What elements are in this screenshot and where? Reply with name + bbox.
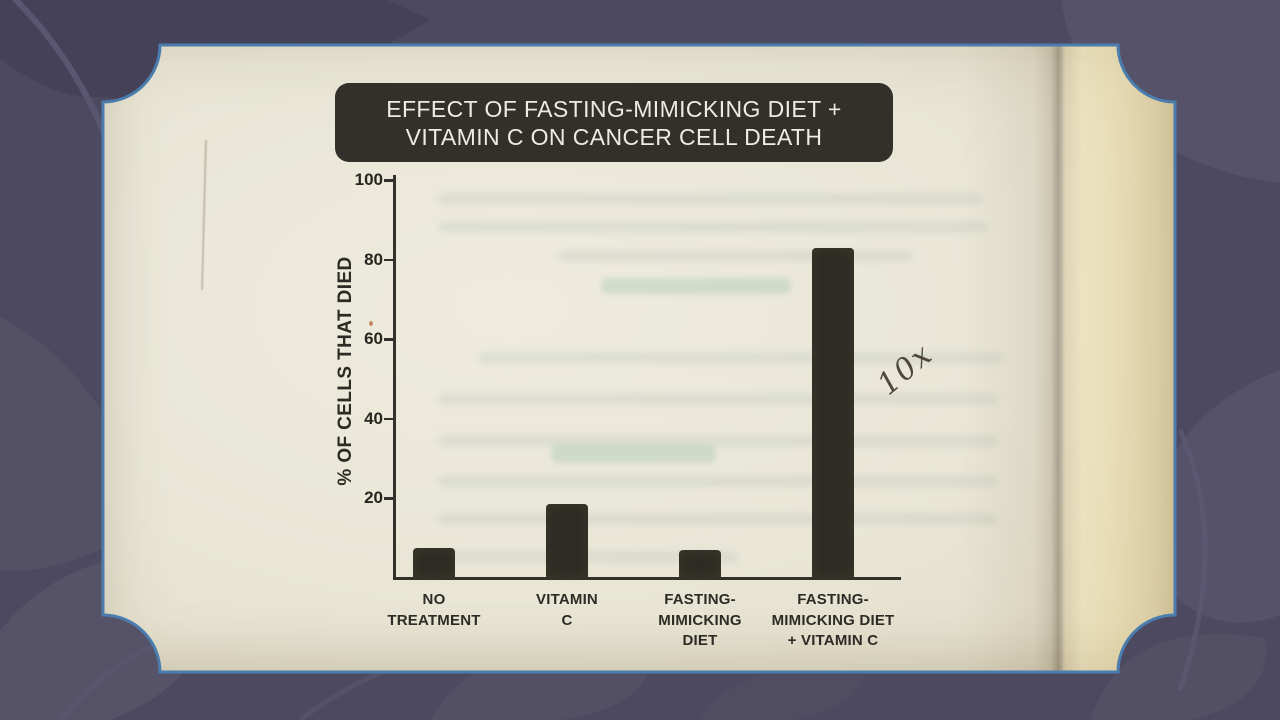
x-tick-label-line: FASTING- xyxy=(664,591,736,608)
x-tick-label-line: MIMICKING xyxy=(658,611,742,629)
page-curl-shadow xyxy=(961,45,1175,672)
chart-title: EFFECT OF FASTING-MIMICKING DIET + VITAM… xyxy=(335,83,893,162)
bleed-through-line xyxy=(601,278,791,294)
bleed-through-line xyxy=(438,221,988,233)
bleed-through-line xyxy=(438,513,998,525)
bleed-through-line xyxy=(551,445,716,463)
y-tick-label: 80 xyxy=(364,249,383,269)
bar-vitamin-c xyxy=(546,504,588,578)
bar-fasting-mimicking-diet-vitamin-c xyxy=(812,248,854,578)
x-tick-label: NO TREATMENT xyxy=(359,590,509,631)
y-tick-mark xyxy=(384,418,393,421)
y-tick-mark xyxy=(384,179,393,182)
bleed-through-line xyxy=(438,435,998,447)
y-tick-mark xyxy=(384,338,393,341)
bleed-through-line xyxy=(558,250,913,262)
y-tick-label: 40 xyxy=(364,408,383,428)
chart-title-line2: VITAMIN C ON CANCER CELL DEATH xyxy=(405,123,823,150)
bleed-through-line xyxy=(438,475,998,487)
x-tick-label-line: DIET xyxy=(682,632,718,649)
x-tick-label-line: C xyxy=(561,611,573,629)
x-tick-label-line: TREATMENT xyxy=(387,611,481,629)
page-speck xyxy=(369,321,373,326)
x-tick-label-line: VITAMIN xyxy=(536,591,598,608)
x-tick-label: FASTING- MIMICKING DIET + VITAMIN C xyxy=(758,590,908,652)
bar-no-treatment xyxy=(413,548,455,578)
x-tick-label-line: + VITAMIN C xyxy=(787,632,879,649)
y-tick-label: 100 xyxy=(354,170,383,189)
y-tick-mark xyxy=(384,497,393,500)
x-tick-label-line: MIMICKING DIET xyxy=(771,611,895,629)
x-tick-label: FASTING- MIMICKING DIET xyxy=(625,590,775,652)
page-scratch xyxy=(201,140,207,290)
book-page: EFFECT OF FASTING-MIMICKING DIET + VITAM… xyxy=(103,45,1175,672)
book-photo-frame: EFFECT OF FASTING-MIMICKING DIET + VITAM… xyxy=(101,43,1177,674)
y-axis-line xyxy=(393,175,396,580)
y-axis-title: % OF CELLS THAT DIED xyxy=(335,256,356,486)
bar-fasting-mimicking-diet xyxy=(679,550,721,578)
chart-title-line1: EFFECT OF FASTING-MIMICKING DIET + xyxy=(386,95,842,122)
bleed-through-line xyxy=(438,193,983,205)
handwritten-10x-annotation: 10x xyxy=(870,336,941,403)
y-tick-mark xyxy=(384,259,393,262)
x-tick-label-line: FASTING- xyxy=(797,591,869,608)
x-tick-label: VITAMIN C xyxy=(492,590,642,631)
y-tick-label: 60 xyxy=(364,329,383,349)
x-tick-label-line: NO xyxy=(422,591,446,608)
y-tick-label: 20 xyxy=(364,488,383,508)
page-edge xyxy=(1063,45,1175,672)
book-photo: EFFECT OF FASTING-MIMICKING DIET + VITAM… xyxy=(103,45,1175,672)
